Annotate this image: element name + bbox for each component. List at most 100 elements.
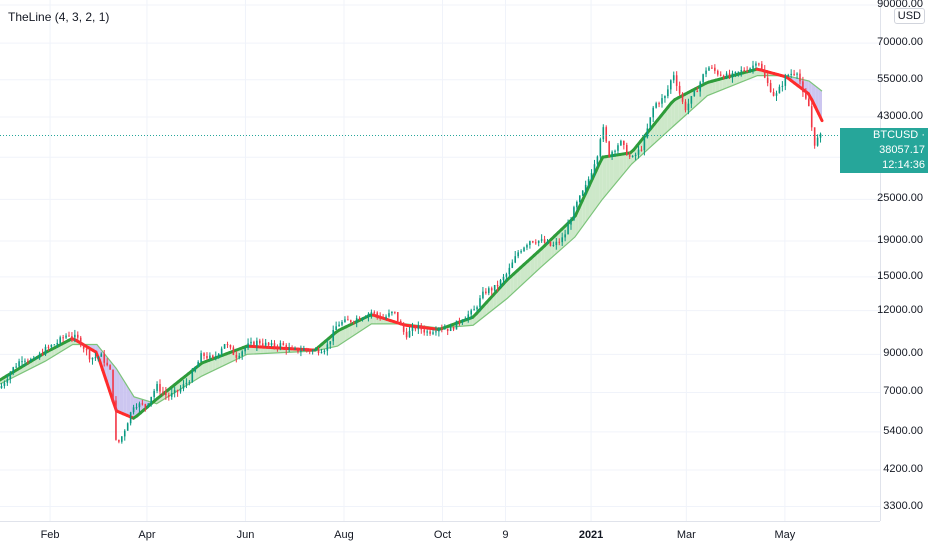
candle-body bbox=[265, 343, 267, 346]
candle-body bbox=[811, 106, 813, 127]
price-tick-label: 4200.00 bbox=[883, 463, 923, 475]
candle-body bbox=[711, 68, 713, 69]
candle-body bbox=[573, 207, 575, 220]
price-tick-label: 70000.00 bbox=[877, 36, 923, 48]
candle-body bbox=[752, 66, 754, 69]
candle-body bbox=[793, 74, 795, 75]
candle-body bbox=[45, 347, 47, 355]
candle-body bbox=[620, 141, 622, 145]
candle-body bbox=[808, 99, 810, 107]
candle-body bbox=[174, 390, 176, 393]
candle-body bbox=[230, 345, 232, 347]
candle-body bbox=[796, 74, 798, 75]
candle-body bbox=[600, 139, 602, 156]
price-tick-label: 9000.00 bbox=[883, 347, 923, 359]
candle-body bbox=[256, 341, 258, 346]
candle-body bbox=[764, 70, 766, 78]
candle-body bbox=[191, 371, 193, 382]
price-tick-label: 90000.00 bbox=[877, 0, 923, 10]
candle-body bbox=[482, 292, 484, 299]
candle-body bbox=[150, 397, 152, 404]
candle-body bbox=[350, 320, 352, 322]
candle-body bbox=[250, 342, 252, 344]
time-tick-label: Jun bbox=[237, 529, 255, 541]
candle-body bbox=[790, 74, 792, 75]
candle-body bbox=[693, 91, 695, 96]
candle-body bbox=[541, 239, 543, 241]
candle-body bbox=[391, 312, 393, 313]
candle-body bbox=[406, 332, 408, 337]
candle-body bbox=[429, 331, 431, 333]
candle-body bbox=[376, 313, 378, 316]
candle-body bbox=[641, 150, 643, 151]
price-tick-label: 7000.00 bbox=[883, 385, 923, 397]
candle-body bbox=[368, 314, 370, 317]
candle-body bbox=[632, 156, 634, 157]
candle-body bbox=[397, 312, 399, 321]
candle-body bbox=[24, 361, 26, 362]
candle-body bbox=[679, 86, 681, 94]
candle-body bbox=[365, 317, 367, 318]
price-tick-label: 19000.00 bbox=[877, 234, 923, 246]
candle-body bbox=[385, 317, 387, 319]
candle-body bbox=[767, 78, 769, 83]
chart-area[interactable]: TheLine (4, 3, 2, 1) bbox=[0, 0, 880, 521]
candle-body bbox=[723, 76, 725, 78]
candle-body bbox=[15, 367, 17, 368]
candle-body bbox=[65, 336, 67, 338]
candle-body bbox=[109, 365, 111, 369]
candle-body bbox=[432, 332, 434, 333]
candle-body bbox=[526, 245, 528, 248]
candle-body bbox=[100, 354, 102, 357]
candle-body bbox=[535, 242, 537, 243]
candle-body bbox=[282, 343, 284, 345]
price-chart[interactable] bbox=[0, 0, 880, 521]
candle-body bbox=[400, 321, 402, 324]
price-tick-label: 15000.00 bbox=[877, 270, 923, 282]
candle-body bbox=[506, 274, 508, 277]
candle-body bbox=[197, 362, 199, 367]
time-tick-label: 9 bbox=[502, 529, 508, 541]
candle-body bbox=[670, 80, 672, 89]
symbol-name: BTCUSD bbox=[873, 129, 918, 141]
candle-body bbox=[720, 75, 722, 76]
last-price-value: 38057.17 bbox=[879, 144, 925, 156]
candle-body bbox=[629, 155, 631, 157]
candle-body bbox=[127, 423, 129, 430]
band-fill-segment bbox=[613, 155, 616, 186]
candle-body bbox=[12, 367, 14, 372]
currency-label[interactable]: USD bbox=[894, 8, 925, 24]
last-price-badge: BTCUSD · 38057.17 12:14:36 bbox=[840, 128, 928, 173]
candle-body bbox=[98, 357, 100, 358]
candle-body bbox=[39, 354, 41, 358]
candle-body bbox=[591, 173, 593, 179]
candle-body bbox=[647, 128, 649, 137]
candle-body bbox=[676, 75, 678, 86]
candle-body bbox=[699, 82, 701, 91]
candle-body bbox=[274, 343, 276, 346]
candle-body bbox=[89, 350, 91, 359]
candle-body bbox=[356, 318, 358, 322]
candle-body bbox=[71, 336, 73, 337]
candle-body bbox=[447, 329, 449, 331]
candle-body bbox=[359, 318, 361, 320]
candle-body bbox=[312, 350, 314, 351]
candle-body bbox=[95, 357, 97, 358]
candle-body bbox=[83, 345, 85, 348]
candle-body bbox=[685, 102, 687, 111]
candle-body bbox=[200, 353, 202, 362]
candle-body bbox=[520, 251, 522, 252]
candle-body bbox=[130, 412, 132, 423]
candle-body bbox=[324, 351, 326, 352]
candle-body bbox=[696, 91, 698, 92]
candle-body bbox=[288, 348, 290, 350]
candle-body bbox=[409, 331, 411, 337]
candle-body bbox=[206, 356, 208, 358]
candle-body bbox=[277, 346, 279, 347]
price-tick-label: 5400.00 bbox=[883, 425, 923, 437]
candle-body bbox=[133, 407, 135, 412]
candle-body bbox=[761, 64, 763, 70]
indicator-title[interactable]: TheLine (4, 3, 2, 1) bbox=[8, 10, 109, 24]
